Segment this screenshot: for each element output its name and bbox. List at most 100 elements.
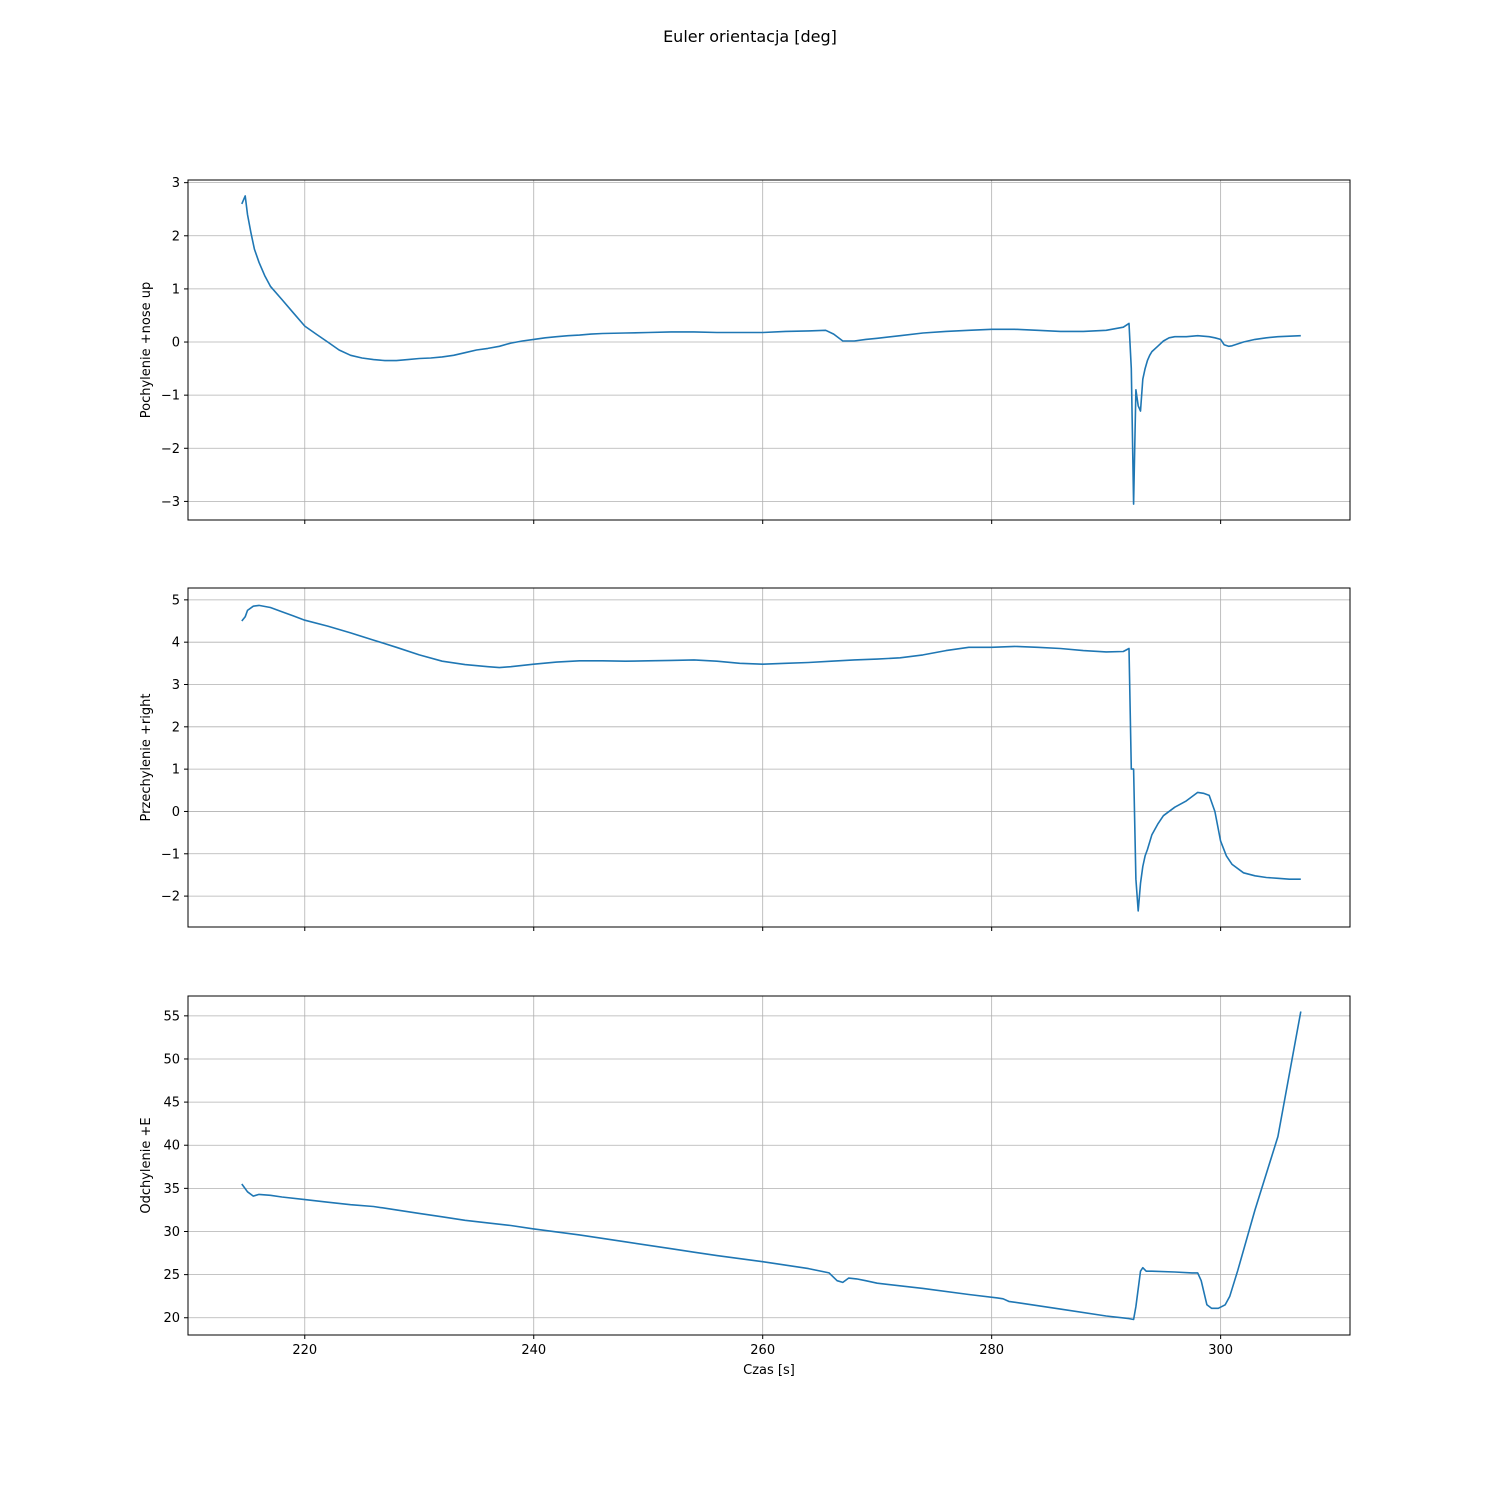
y-tick-label: 35 bbox=[163, 1182, 180, 1197]
data-point bbox=[1133, 768, 1135, 770]
data-point bbox=[510, 1225, 512, 1227]
data-point bbox=[1128, 323, 1130, 325]
data-point bbox=[252, 1195, 254, 1197]
data-point bbox=[418, 654, 420, 656]
data-point bbox=[1059, 1308, 1061, 1310]
data-point bbox=[991, 646, 993, 648]
data-point bbox=[853, 340, 855, 342]
data-point bbox=[487, 666, 489, 668]
data-point bbox=[1277, 877, 1279, 879]
data-point bbox=[1157, 823, 1159, 825]
data-point bbox=[453, 354, 455, 356]
series-line-1 bbox=[241, 1011, 1302, 1321]
data-point bbox=[1146, 849, 1148, 851]
y-tick-label: 3 bbox=[172, 678, 180, 693]
data-point bbox=[1128, 648, 1130, 650]
data-point bbox=[464, 1219, 466, 1221]
data-point bbox=[338, 349, 340, 351]
data-point bbox=[762, 332, 764, 334]
data-point bbox=[1214, 811, 1216, 813]
data-point bbox=[304, 325, 306, 327]
data-point bbox=[1130, 768, 1132, 770]
y-tick-label: −1 bbox=[161, 389, 180, 404]
data-point bbox=[1140, 883, 1142, 885]
data-point bbox=[1300, 1011, 1302, 1013]
data-point bbox=[1122, 326, 1124, 328]
data-point bbox=[945, 650, 947, 652]
data-point bbox=[1142, 866, 1144, 868]
data-point bbox=[876, 658, 878, 660]
data-point bbox=[327, 625, 329, 627]
data-point bbox=[1228, 345, 1230, 347]
data-point bbox=[1128, 1318, 1130, 1320]
data-point bbox=[241, 203, 243, 205]
y-tick-label: 30 bbox=[163, 1225, 180, 1240]
data-point bbox=[1185, 800, 1187, 802]
data-point bbox=[241, 1183, 243, 1185]
data-point bbox=[624, 660, 626, 662]
data-point bbox=[1130, 368, 1132, 370]
data-point bbox=[853, 659, 855, 661]
data-point bbox=[876, 337, 878, 339]
data-point bbox=[1197, 1272, 1199, 1274]
x-tick-label: 300 bbox=[1208, 1343, 1233, 1358]
series-line-1 bbox=[241, 604, 1301, 912]
data-point bbox=[252, 605, 254, 607]
data-point bbox=[1300, 335, 1302, 337]
data-point bbox=[533, 663, 535, 665]
data-point bbox=[1203, 792, 1205, 794]
data-point bbox=[258, 1193, 260, 1195]
data-point bbox=[1200, 1280, 1202, 1282]
data-point bbox=[304, 1199, 306, 1201]
y-tick-label: 40 bbox=[163, 1139, 180, 1154]
data-point bbox=[1014, 328, 1016, 330]
data-point bbox=[716, 660, 718, 662]
data-point bbox=[361, 357, 363, 359]
data-point bbox=[579, 1234, 581, 1236]
data-point bbox=[464, 664, 466, 666]
data-point bbox=[842, 1281, 844, 1283]
data-point bbox=[556, 336, 558, 338]
data-point bbox=[1168, 337, 1170, 339]
y-axis-label: Pochylenie +nose up bbox=[139, 282, 154, 418]
data-point bbox=[693, 331, 695, 333]
data-point bbox=[533, 1228, 535, 1230]
data-point bbox=[922, 1288, 924, 1290]
data-point bbox=[968, 646, 970, 648]
y-tick-label: 25 bbox=[163, 1268, 180, 1283]
data-point bbox=[264, 275, 266, 277]
data-point bbox=[830, 660, 832, 662]
data-point bbox=[899, 657, 901, 659]
y-tick-label: 4 bbox=[172, 636, 180, 651]
data-point bbox=[441, 356, 443, 358]
data-point bbox=[1231, 345, 1233, 347]
data-point bbox=[270, 607, 272, 609]
data-point bbox=[487, 348, 489, 350]
data-point bbox=[739, 662, 741, 664]
data-point bbox=[1191, 1272, 1193, 1274]
data-point bbox=[441, 660, 443, 662]
data-point bbox=[1122, 651, 1124, 653]
y-tick-label: 5 bbox=[172, 593, 180, 608]
data-point bbox=[1105, 329, 1107, 331]
data-point bbox=[836, 1280, 838, 1282]
data-point bbox=[693, 659, 695, 661]
data-point bbox=[579, 660, 581, 662]
data-point bbox=[602, 660, 604, 662]
subplot-2: −2 −1 0 1 2 3 4 5 Przechylenie +right bbox=[139, 587, 1351, 931]
data-point bbox=[395, 646, 397, 648]
data-point bbox=[1220, 338, 1222, 340]
y-axis-label: Przechylenie +right bbox=[139, 694, 154, 822]
data-point bbox=[1140, 410, 1142, 412]
data-point bbox=[544, 337, 546, 339]
data-point bbox=[292, 312, 294, 314]
data-point bbox=[327, 341, 329, 343]
data-point bbox=[384, 360, 386, 362]
data-point bbox=[1142, 378, 1144, 380]
axes-frame bbox=[187, 587, 1351, 928]
data-point bbox=[968, 1294, 970, 1296]
y-axis-label: Odchylenie +E bbox=[139, 1117, 154, 1213]
data-point bbox=[1059, 331, 1061, 333]
data-point bbox=[856, 1278, 858, 1280]
data-point bbox=[521, 340, 523, 342]
